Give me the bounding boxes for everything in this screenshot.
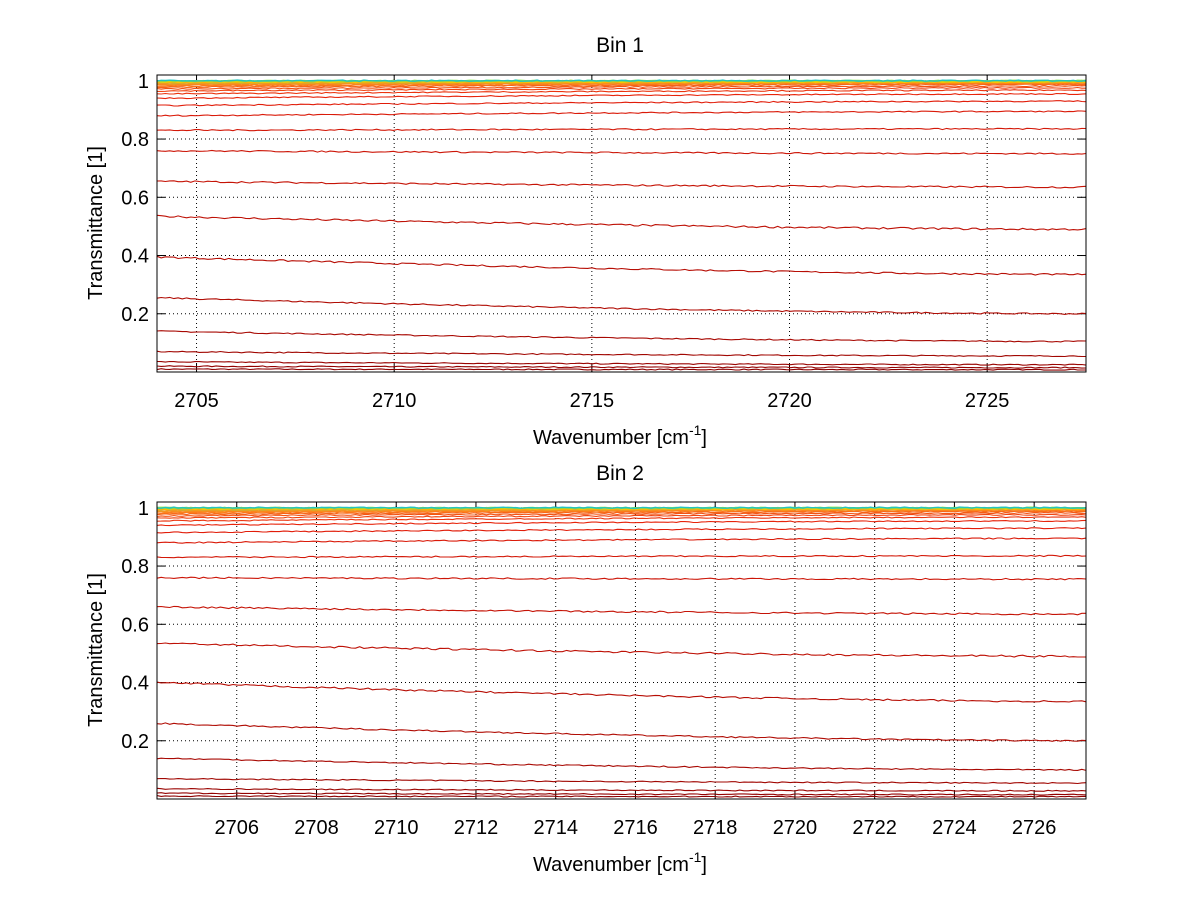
series-line	[156, 180, 1087, 189]
x-tick-label: 2708	[294, 817, 339, 839]
y-tick-label: 1	[138, 498, 149, 520]
series-line	[156, 79, 1087, 83]
plot-area	[157, 75, 1086, 372]
y-tick-label: 0.6	[121, 187, 149, 209]
y-tick-label: 0.8	[121, 129, 149, 151]
x-tick-label: 2706	[214, 817, 259, 839]
series-line	[156, 605, 1086, 616]
x-tick-label: 2722	[852, 817, 897, 839]
x-axis-label: Wavenumber [cm-1]	[533, 849, 707, 876]
x-tick-label: 2725	[965, 390, 1010, 412]
x-tick-label: 2710	[374, 817, 419, 839]
y-axis-label: Transmittance [1]	[85, 573, 107, 727]
y-tick-labels: 0.2 0.4 0.6 0.8 1	[121, 71, 149, 326]
y-axis-label: Transmittance [1]	[85, 146, 107, 300]
series-line	[156, 350, 1086, 358]
subplot-bin-1: Bin 1 2705 2710 2715 2720 2725 0.2 0.4 0.6 0.8 1…	[85, 34, 1087, 449]
series-line	[156, 519, 1087, 527]
series-line	[156, 360, 1087, 366]
series-line	[157, 86, 1086, 92]
series-line	[156, 777, 1087, 785]
subplot-bin-2: Bin 2 2706 2708 2710 2712 2714 2716 2718 2720 27…	[85, 462, 1087, 876]
axes-box	[156, 501, 1087, 800]
series-line	[156, 85, 1087, 90]
series-line	[156, 642, 1086, 658]
x-tick-label: 2718	[693, 817, 738, 839]
series-line	[156, 110, 1087, 117]
y-tick-label: 0.4	[121, 246, 149, 268]
x-tick-label: 2714	[533, 817, 578, 839]
x-tick-label: 2705	[174, 390, 219, 412]
chart-title: Bin 2	[596, 462, 644, 485]
series-line	[156, 512, 1087, 518]
series-line	[156, 92, 1087, 100]
series-line	[157, 82, 1087, 87]
y-tick-label: 1	[138, 71, 149, 93]
series-line	[156, 681, 1087, 703]
chart-title: Bin 1	[596, 34, 644, 57]
x-tick-label: 2716	[613, 817, 658, 839]
series-line	[156, 576, 1087, 581]
x-tick-label: 2715	[570, 390, 615, 412]
series-line	[156, 554, 1087, 559]
x-tick-label: 2712	[454, 817, 499, 839]
x-tick-label: 2724	[932, 817, 977, 839]
y-tick-label: 0.6	[121, 614, 149, 636]
series-line	[156, 149, 1087, 155]
series-line	[156, 757, 1087, 771]
series-line	[156, 537, 1087, 544]
series-line	[156, 792, 1087, 796]
series-line	[156, 513, 1087, 519]
y-tick-labels: 0.2 0.4 0.6 0.8 1	[121, 498, 149, 753]
series-line	[157, 506, 1087, 510]
series-line	[156, 214, 1087, 231]
x-axis-label: Wavenumber [cm-1]	[533, 422, 707, 449]
series-lines	[156, 79, 1087, 371]
x-tick-label: 2720	[773, 817, 818, 839]
x-tick-labels: 2705 2710 2715 2720 2725	[174, 390, 1009, 412]
y-tick-label: 0.8	[121, 556, 149, 578]
y-tick-label: 0.2	[121, 304, 149, 326]
x-tick-label: 2726	[1012, 817, 1057, 839]
x-tick-label: 2710	[372, 390, 417, 412]
series-line	[156, 368, 1086, 371]
series-line	[156, 365, 1087, 369]
series-line	[156, 89, 1087, 95]
series-lines	[156, 506, 1087, 798]
y-tick-label: 0.2	[121, 731, 149, 753]
series-line	[156, 100, 1087, 107]
series-line	[156, 787, 1087, 792]
series-line	[156, 795, 1086, 798]
y-tick-label: 0.4	[121, 673, 149, 695]
series-line	[156, 255, 1087, 276]
x-tick-label: 2720	[767, 390, 812, 412]
series-line	[156, 296, 1087, 315]
series-line	[156, 516, 1087, 522]
axes-box	[156, 74, 1087, 373]
series-line	[156, 722, 1087, 742]
plot-area	[157, 502, 1086, 799]
x-tick-labels: 2706 2708 2710 2712 2714 2716 2718 2720 2722 2724…	[214, 817, 1056, 839]
series-line	[156, 330, 1087, 343]
series-line	[156, 127, 1087, 132]
series-line	[156, 510, 1087, 516]
series-line	[156, 527, 1087, 534]
